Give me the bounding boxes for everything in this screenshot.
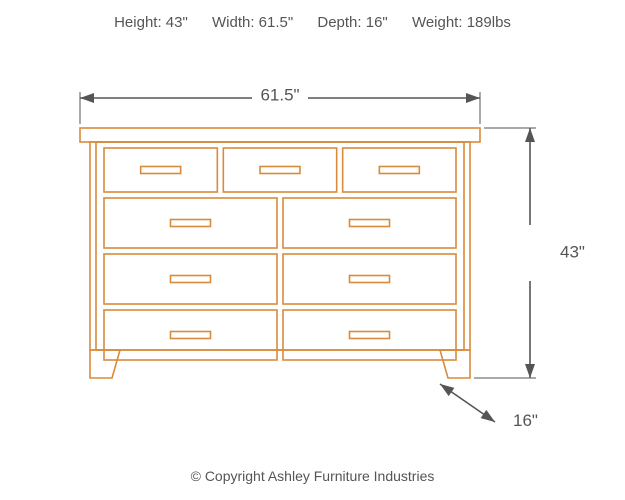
spec-weight: Weight: 189lbs	[412, 14, 511, 31]
spec-weight-value: 189lbs	[467, 14, 511, 31]
spec-weight-label: Weight:	[412, 14, 463, 31]
spec-width-value: 61.5"	[259, 14, 294, 31]
spec-depth: Depth: 16"	[317, 14, 392, 31]
spec-height-value: 43"	[166, 14, 188, 31]
spec-height: Height: 43"	[114, 14, 192, 31]
svg-text:43": 43"	[560, 242, 585, 261]
spec-line: Height: 43" Width: 61.5" Depth: 16" Weig…	[0, 0, 625, 31]
spec-width: Width: 61.5"	[212, 14, 297, 31]
spec-width-label: Width:	[212, 14, 255, 31]
spec-depth-label: Depth:	[317, 14, 361, 31]
spec-height-label: Height:	[114, 14, 162, 31]
diagram-svg: 61.5" 43" 16"	[0, 48, 625, 448]
svg-text:61.5": 61.5"	[260, 85, 299, 104]
diagram: 61.5" 43" 16"	[0, 48, 625, 448]
svg-text:16": 16"	[513, 411, 538, 430]
copyright: © Copyright Ashley Furniture Industries	[0, 468, 625, 484]
spec-depth-value: 16"	[366, 14, 388, 31]
